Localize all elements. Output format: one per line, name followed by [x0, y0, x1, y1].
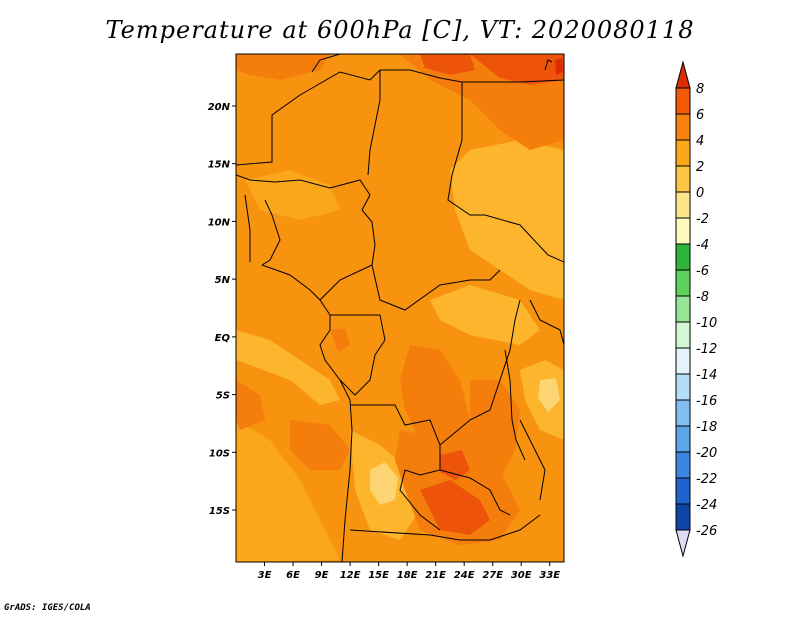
lon-tick-label: 24E [454, 570, 475, 581]
colorbar-swatch [675, 191, 691, 219]
lon-tick-label: 27E [482, 570, 503, 581]
colorbar-label: -22 [696, 472, 717, 487]
field-6to8-north [420, 54, 475, 75]
colorbar-label: -24 [696, 498, 717, 513]
colorbar-swatch [675, 295, 691, 323]
colorbar-swatch [675, 139, 691, 167]
map-frame [235, 53, 565, 563]
grads-credit: GrADS: IGES/COLA [4, 603, 91, 613]
colorbar-swatch [675, 217, 691, 245]
colorbar-label: -20 [696, 446, 717, 461]
latitude-axis: 20N 15N 10N 5N EQ 5S 10S 15S [208, 102, 236, 517]
border-niger [367, 70, 381, 176]
colorbar-swatch [675, 451, 691, 479]
lat-tick-label: 20N [208, 102, 231, 113]
colorbar-label: 8 [696, 82, 704, 97]
field-0to2-central [430, 285, 540, 345]
field-4to6-congo-east [470, 380, 520, 480]
lat-tick-label: 5S [216, 391, 230, 402]
colorbar-swatch [675, 269, 691, 297]
colorbar-label: -2 [696, 212, 709, 227]
border-benin [261, 199, 281, 266]
colorbar-label: 6 [696, 108, 704, 123]
colorbar-label: -6 [696, 264, 709, 279]
colorbar-label: -26 [696, 524, 717, 539]
lat-tick-label: EQ [215, 333, 231, 344]
border-namibia-botswana [349, 514, 541, 541]
lon-tick-label: 33E [539, 570, 560, 581]
map-title: Temperature at 600hPa [C], VT: 202008011… [105, 16, 695, 44]
coast-gulf-guinea [261, 264, 331, 316]
field-4to6-atlantic-west [236, 380, 265, 430]
colorbar-label: -12 [696, 342, 717, 357]
border-lakes [504, 349, 526, 461]
colorbar-label: -16 [696, 394, 717, 409]
colorbar-swatch [675, 321, 691, 349]
colorbar-top-arrow [675, 60, 691, 89]
colorbar-swatch [675, 477, 691, 505]
border-sahara [236, 69, 564, 263]
colorbar-swatch [675, 165, 691, 193]
colorbar-label: -8 [696, 290, 709, 305]
lat-tick-label: 10S [209, 448, 230, 459]
colorbar-label: -18 [696, 420, 717, 435]
field-0to2-east [450, 140, 564, 300]
field-0to2-southwest [236, 420, 340, 562]
longitude-axis: 3E 6E 9E 12E 15E 18E 21E 24E 27E 30E 33E [258, 562, 560, 581]
lat-tick-label: 15N [208, 160, 231, 171]
border-zambia [439, 469, 511, 516]
colorbar-bottom-arrow [675, 529, 691, 558]
border-car [371, 221, 501, 311]
field-neg2to0-angola [370, 462, 398, 505]
coast-red-sea [544, 59, 553, 71]
lat-tick-label: 5N [215, 275, 231, 286]
colorbar-swatch [675, 347, 691, 375]
colorbar-swatch [675, 399, 691, 427]
colorbar: 8 6 4 2 0 -2 -4 -6 -8 -10 -12 -14 -16 -18 -20 -22 -24 -26 [675, 60, 717, 558]
field-4to6-atlantic [290, 420, 350, 470]
border-ghana [244, 194, 251, 262]
field-6to8-zambia [420, 480, 490, 535]
border-algeria [311, 54, 341, 73]
coast-west-central-africa [319, 315, 353, 562]
border-sahel [236, 165, 373, 223]
colorbar-label: 0 [696, 186, 704, 201]
field-0to2-west [236, 330, 340, 405]
field-4to6-northwest [236, 54, 330, 80]
lon-tick-label: 3E [258, 570, 272, 581]
field-neg2to0-east-africa [538, 378, 560, 412]
border-uganda [529, 299, 564, 346]
colorbar-swatch [675, 373, 691, 401]
colorbar-label: -14 [696, 368, 717, 383]
lon-tick-label: 30E [511, 570, 532, 581]
border-tanzania [519, 419, 546, 501]
lon-tick-label: 18E [397, 570, 418, 581]
colorbar-swatch [675, 503, 691, 531]
colorbar-swatch [675, 87, 691, 115]
lon-tick-label: 21E [425, 570, 446, 581]
border-cameroon [319, 264, 373, 301]
lat-tick-label: 15S [209, 506, 230, 517]
field-8plus-north [555, 58, 563, 75]
colorbar-label: 4 [696, 134, 704, 149]
colorbar-swatch [675, 243, 691, 271]
field-6to8-northeast [470, 54, 564, 85]
colorbar-label: 2 [696, 160, 704, 175]
colorbar-swatch [675, 113, 691, 141]
colorbar-label: -10 [696, 316, 717, 331]
lon-tick-label: 9E [315, 570, 329, 581]
border-drc-east [439, 299, 521, 446]
lon-tick-label: 6E [286, 570, 300, 581]
lat-tick-label: 10N [208, 217, 231, 228]
lon-tick-label: 15E [368, 570, 389, 581]
border-egypt-sudan [462, 79, 564, 83]
colorbar-label: -4 [696, 238, 709, 253]
field-4to6-gabon [330, 328, 350, 352]
border-congo [330, 314, 386, 396]
country-borders [236, 54, 564, 562]
lon-tick-label: 12E [340, 570, 361, 581]
colorbar-swatch [675, 425, 691, 453]
